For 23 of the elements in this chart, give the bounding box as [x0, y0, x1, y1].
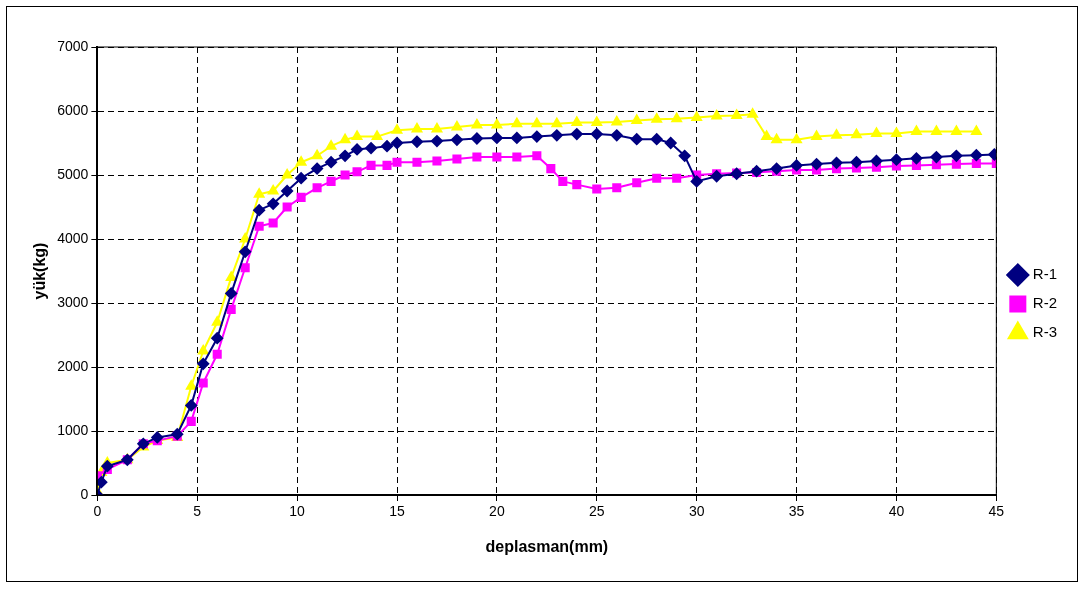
x-tick-label: 45	[988, 503, 1005, 520]
y-tick-label: 7000	[57, 37, 89, 54]
y-tick-label: 3000	[57, 293, 89, 310]
x-tick-label: 25	[588, 503, 605, 520]
x-tick-label: 30	[688, 503, 705, 520]
x-tick-label: 5	[193, 503, 202, 520]
y-tick-label: 1000	[57, 421, 89, 438]
x-tick-label: 15	[389, 503, 405, 520]
y-tick-label: 4000	[57, 229, 89, 246]
legend-label: R-1	[1032, 265, 1057, 283]
y-axis-title: yük(kg)	[31, 242, 49, 300]
legend-label: R-2	[1032, 294, 1057, 312]
y-tick-label: 0	[80, 485, 89, 502]
legend-label: R-3	[1032, 323, 1057, 341]
y-tick-label: 6000	[57, 101, 89, 118]
x-tick-label: 10	[289, 503, 306, 520]
x-tick-label: 35	[788, 503, 805, 520]
y-tick-label: 2000	[57, 357, 89, 374]
y-tick-label: 5000	[57, 165, 89, 182]
x-axis-title: deplasman(mm)	[485, 537, 609, 555]
x-tick-label: 20	[489, 503, 505, 520]
x-tick-label: 0	[93, 503, 102, 520]
x-tick-label: 40	[888, 503, 905, 520]
